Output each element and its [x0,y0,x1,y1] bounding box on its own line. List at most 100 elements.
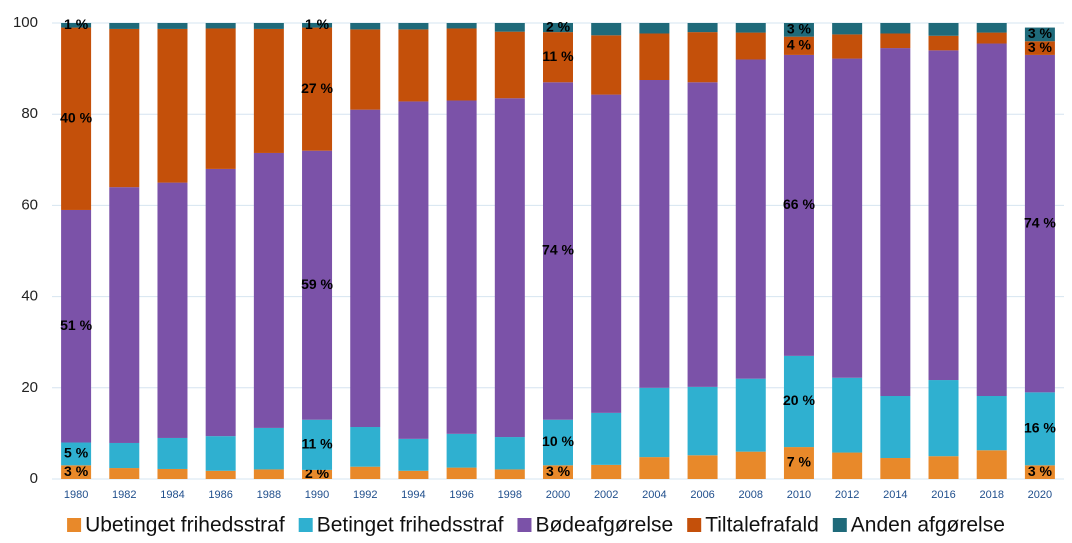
data-label: 3 % [64,463,89,479]
bar-segment [494,31,525,99]
x-tick-label: 1996 [449,489,473,501]
bar-segment [928,23,959,36]
legend-label: Tiltalefrafald [705,514,819,537]
legend-label: Betinget frihedsstraf [317,514,504,537]
data-label: 10 % [542,433,574,449]
bar-segment [1024,41,1055,55]
bar-segment [205,168,236,437]
x-tick-label: 2020 [1028,489,1052,501]
bar-segment [157,28,188,183]
bar-segment [880,23,911,34]
bar-segment [639,80,670,388]
bar-segment [928,456,959,479]
data-label: 66 % [783,196,815,212]
bar-segment [832,377,863,453]
bar-segment [109,442,140,469]
x-tick-label: 1980 [64,489,88,501]
bar-segment [543,82,573,420]
bar-segment [494,437,525,470]
bar-segment [976,23,1007,33]
bar-segment [446,467,477,479]
bar-segment [157,23,188,29]
legend-label: Bødeafgørelse [535,514,673,537]
data-label: 40 % [60,109,92,125]
bar-segment [543,419,573,466]
bar-segment [783,447,814,479]
bar-segment [398,23,429,30]
bar-segment [783,23,814,37]
y-tick-label: 40 [21,288,38,305]
bar-segment [687,386,718,456]
bar-segment [398,101,429,439]
x-tick-label: 1984 [160,489,184,501]
data-label: 3 % [546,463,571,479]
data-label: 11 % [301,436,333,452]
bar-segment [591,412,622,465]
bar-segment [350,427,381,467]
bar-segment [109,468,140,479]
x-tick-label: 2002 [594,489,618,501]
bar-segment [61,23,92,28]
bar-segment [205,436,236,471]
x-tick-label: 2010 [787,489,811,501]
bar-segment [687,32,718,83]
bar-segment [1024,392,1055,466]
bar-segment [976,450,1007,479]
y-tick-label: 0 [30,470,38,487]
y-tick-label: 20 [21,379,38,396]
bar-segment [253,28,284,153]
bar-segment [446,28,477,101]
data-label: 7 % [787,454,812,470]
legend-swatch [298,518,313,532]
x-tick-label: 2014 [883,489,907,501]
bar-segment [205,28,236,169]
bar-segment [109,28,140,188]
bar-segment [205,470,236,479]
bar-segment [543,32,573,83]
bar-segment [639,23,670,34]
bar-segment [61,442,92,466]
bar-segment [543,23,573,33]
bar-segment [398,470,429,479]
bar-segment [687,23,718,33]
bar-segment [783,36,814,55]
y-tick-label: 60 [21,196,38,213]
legend-swatch [832,518,847,532]
bar-segment [928,50,959,381]
x-tick-label: 2016 [931,489,955,501]
bar-segment [639,457,670,479]
bar-segment [832,58,863,378]
bar-segment [302,419,333,470]
data-label: 16 % [1024,420,1056,436]
x-tick-label: 1986 [208,489,232,501]
bar-segment [61,27,92,210]
bar-segment [302,27,333,151]
bar-segment [1024,465,1055,479]
bar-segment [591,94,622,413]
bar-segment [157,468,188,479]
x-tick-label: 1988 [257,489,281,501]
bar-segment [494,469,525,479]
bar-segment [1024,27,1055,42]
bar-segment [446,100,477,434]
bar-segment [639,387,670,458]
data-label: 3 % [1028,39,1053,55]
bar-segment [783,355,814,448]
bar-segment [350,23,381,30]
bar-segment [928,35,959,51]
bar-segment [494,23,525,32]
data-label: 74 % [542,242,574,258]
x-tick-label: 2000 [546,489,570,501]
bar-segment [446,23,477,29]
bar-segment [350,29,381,110]
legend-swatch [687,518,702,532]
data-label: 4 % [787,37,812,53]
bar-segment [157,437,188,469]
bar-segment [253,469,284,479]
x-tick-label: 1982 [112,489,136,501]
bar-segment [832,23,863,35]
bar-segment [109,187,140,443]
x-tick-label: 1990 [305,489,329,501]
bar-segment [398,29,429,102]
